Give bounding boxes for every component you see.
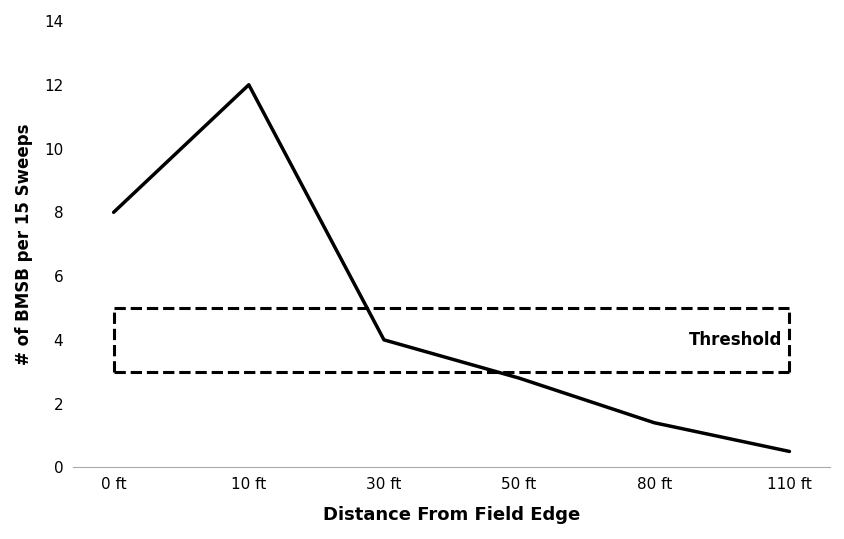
X-axis label: Distance From Field Edge: Distance From Field Edge: [322, 506, 580, 524]
Text: Threshold: Threshold: [689, 331, 782, 349]
Y-axis label: # of BMSB per 15 Sweeps: # of BMSB per 15 Sweeps: [15, 123, 33, 365]
